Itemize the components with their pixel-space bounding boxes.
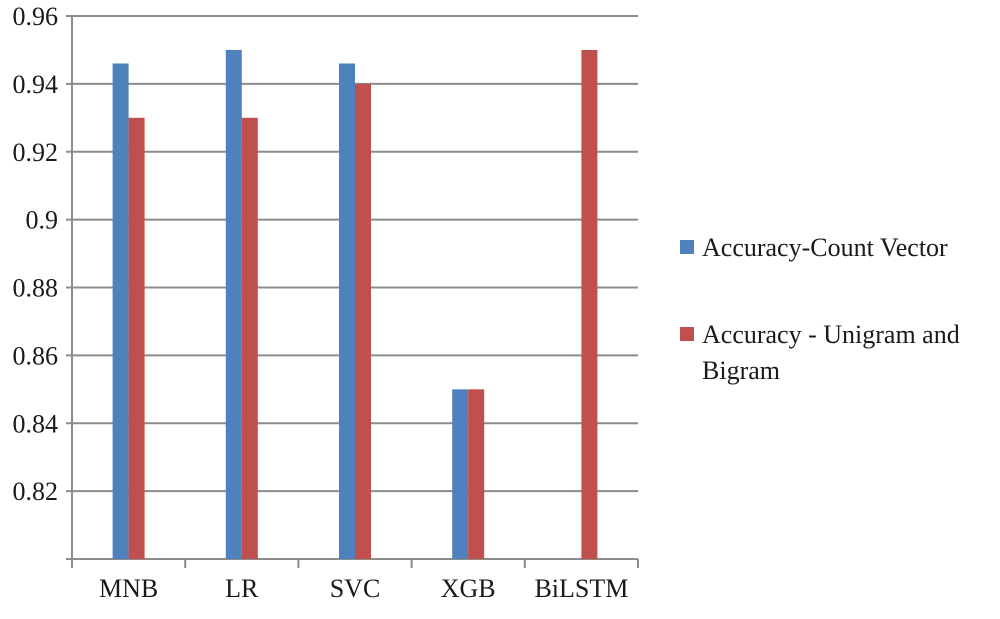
bar-xgb-series-1 — [452, 389, 469, 559]
bar-lr-series-1 — [225, 49, 242, 559]
bar-lr-series-2 — [241, 117, 258, 559]
y-tick-label: 0.94 — [13, 70, 59, 99]
bar-xgb-series-2 — [468, 389, 485, 559]
bar-svc-series-1 — [339, 63, 355, 559]
bar-mnb-series-2 — [128, 117, 145, 559]
y-tick-label: 0.84 — [13, 409, 59, 438]
y-tick-label: 0.96 — [13, 2, 59, 31]
x-tick-labels: MNB LR SVC XGB BiLSTM — [99, 574, 628, 603]
y-tick-label: 0.86 — [13, 341, 59, 370]
legend-swatch-unigram-bigram — [680, 327, 694, 341]
y-tick-label: 0.9 — [26, 206, 59, 235]
legend-label-unigram-bigram-line2: Bigram — [702, 356, 780, 385]
y-tick-label: 0.92 — [13, 138, 59, 167]
x-tick-label: LR — [225, 574, 259, 603]
legend: Accuracy-Count Vector Accuracy - Unigram… — [680, 233, 960, 385]
x-tick-label: MNB — [99, 574, 158, 603]
y-tick-label: 0.88 — [13, 274, 59, 303]
x-tick-label: BiLSTM — [534, 574, 628, 603]
legend-label-unigram-bigram-line1: Accuracy - Unigram and — [702, 320, 960, 349]
bar-mnb-series-1 — [112, 63, 129, 559]
y-tick-labels: 0.82 0.84 0.86 0.88 0.9 0.92 0.94 0.96 — [13, 2, 59, 506]
x-tick-label: XGB — [441, 574, 496, 603]
legend-label-count-vector: Accuracy-Count Vector — [702, 233, 948, 262]
x-tick-label: SVC — [330, 574, 381, 603]
bar-svc-series-2 — [355, 83, 371, 559]
bar-bilstm-series-2 — [581, 49, 598, 559]
legend-swatch-count-vector — [680, 240, 694, 254]
y-tick-label: 0.82 — [13, 477, 59, 506]
bars — [112, 49, 598, 559]
